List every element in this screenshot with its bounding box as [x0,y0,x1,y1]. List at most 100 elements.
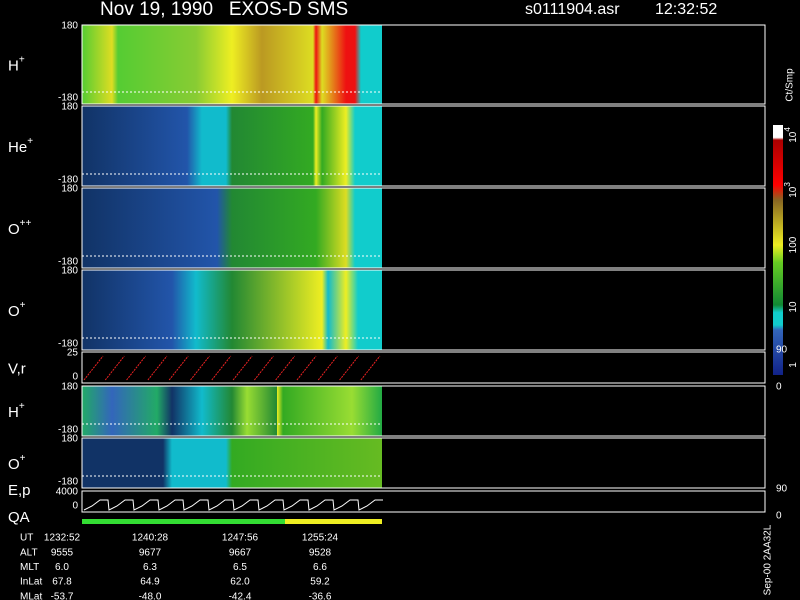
panel-frame [81,24,766,105]
colorbar-label: 1 [788,362,799,368]
spectrogram [82,386,382,436]
spectrogram [82,270,382,350]
panel-frame [81,490,766,513]
cell: 67.8 [52,577,72,588]
panel-label: QA [8,509,30,526]
title: Nov 19, 1990 EXOS-D SMS [100,0,348,20]
colorbar-label: 100 [788,236,799,253]
label-sup: + [27,136,33,147]
spectrogram [82,188,382,268]
panel-label: O+ [8,300,26,320]
spectrogram [82,25,382,104]
y-tick-label: -180 [58,257,78,268]
label-text: He [8,139,27,156]
cell: 6.0 [55,562,69,573]
label-sup: + [19,54,25,65]
cell: 9667 [229,547,252,558]
y2-tick-label: 90 [776,345,788,356]
row-label: ALT [20,547,38,558]
label-text: H [8,404,19,421]
y-tick-label: 180 [61,266,78,277]
y-tick-label: 180 [61,184,78,195]
panel-frame [81,437,766,489]
label-text: H [8,57,19,74]
panel-label: O++ [8,218,32,238]
y-tick-label: 180 [61,434,78,445]
colorbar-label: 104 [783,127,799,143]
label-sup: + [20,453,26,464]
row-label: InLat [20,577,42,588]
cell: 1240:28 [132,533,169,544]
cell: -36.6 [309,591,332,600]
footer-note: Sep-00 2AA32L [763,524,774,595]
y2-tick-label: 0 [776,382,782,393]
cell: -48.0 [139,591,162,600]
panel-frame [81,385,766,437]
panel-frame [81,269,766,351]
cell: -42.4 [229,591,252,600]
energy-trace [83,499,383,511]
colorbar [773,125,783,375]
row-label: MLat [20,591,42,600]
y-tick-label: 0 [72,372,78,383]
y-tick-label: -180 [58,93,78,104]
panel-frame [81,105,766,187]
row-label: MLT [20,562,39,573]
cell: 64.9 [140,577,160,588]
y-tick-label: 180 [61,21,78,32]
panel-label: E,p [8,482,31,499]
cell: 1232:52 [44,533,81,544]
y-tick-label: -180 [58,477,78,488]
colorbar-unit: Ct/Smp [785,68,796,102]
panel-label: H+ [8,54,25,74]
y-tick-label: 25 [67,348,79,359]
y-tick-label: -180 [58,175,78,186]
label-base: 10 [788,131,799,143]
label-sup: + [20,300,26,311]
label-exp: 4 [783,127,792,132]
y2-tick-label: 0 [776,511,782,522]
cell: 6.5 [233,562,247,573]
cell: 6.6 [313,562,327,573]
cell: 59.2 [310,577,330,588]
label-sup: ++ [20,218,32,229]
label-base: 1 [788,362,799,368]
label-text: O [8,456,20,473]
file-name: s0111904.asr [525,1,620,18]
y-tick-label: 180 [61,102,78,113]
row-label: UT [20,533,33,544]
cell: 9528 [309,547,332,558]
y-tick-label: 4000 [56,487,79,498]
spectrogram [82,106,382,186]
panel-frame [81,187,766,269]
qa-bar [285,519,382,524]
label-exp: 3 [783,182,792,187]
y-tick-label: -180 [58,425,78,436]
panel-label: He+ [8,136,33,156]
cell: 9555 [51,547,74,558]
label-text: E,p [8,482,31,499]
colorbar-label: 103 [783,182,799,198]
label-base: 10 [788,301,799,313]
colorbar-label: 10 [788,301,799,313]
label-text: V,r [8,360,26,377]
panel-label: H+ [8,401,25,421]
cell: 6.3 [143,562,157,573]
label-text: O [8,221,20,238]
y-tick-label: 180 [61,382,78,393]
y-tick-label: 0 [72,501,78,512]
label-base: 100 [788,236,799,253]
spectrogram [82,438,382,488]
cell: -53.7 [51,591,74,600]
y-tick-label: -180 [58,339,78,350]
panel-frame [81,351,766,384]
cell: 9677 [139,547,162,558]
qa-bar [82,519,285,524]
velocity-trace [83,355,381,381]
y2-tick-label: 90 [776,484,788,495]
panel-label: V,r [8,360,26,377]
cell: 1255:24 [302,533,339,544]
label-text: O [8,303,20,320]
